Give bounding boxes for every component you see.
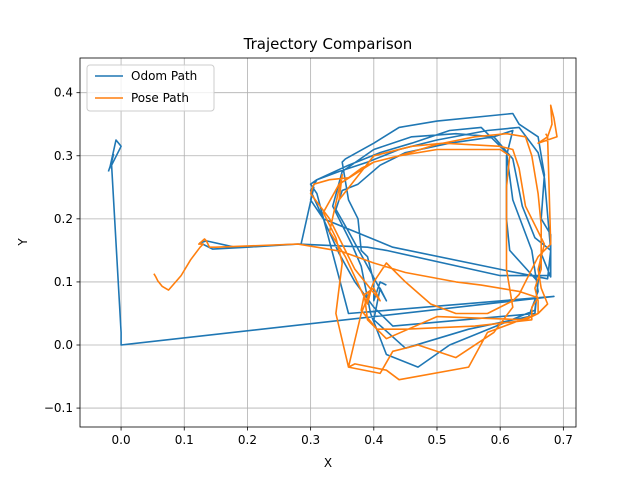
x-tick-label: 0.0 [112, 433, 131, 447]
pose-path-line [153, 104, 558, 381]
x-tick-label: 0.6 [491, 433, 510, 447]
x-axis-label: X [324, 456, 332, 470]
y-tick-label: 0.0 [54, 338, 73, 352]
y-axis-label: Y [16, 238, 30, 247]
x-tick-label: 0.2 [238, 433, 257, 447]
chart-title: Trajectory Comparison [243, 35, 413, 53]
x-tick-label: 0.1 [175, 433, 194, 447]
x-axis-ticks: 0.0 0.1 0.2 0.3 0.4 0.5 0.6 0.7 [112, 427, 573, 447]
y-tick-label: −0.1 [44, 401, 73, 415]
y-tick-label: 0.3 [54, 149, 73, 163]
plot-area [107, 104, 558, 381]
legend-label-pose: Pose Path [131, 91, 189, 105]
x-tick-label: 0.7 [554, 433, 573, 447]
x-tick-label: 0.4 [364, 433, 383, 447]
y-axis-ticks: −0.1 0.0 0.1 0.2 0.3 0.4 [44, 86, 80, 415]
legend: Odom Path Pose Path [86, 64, 215, 112]
y-tick-label: 0.2 [54, 212, 73, 226]
grid [80, 58, 576, 427]
y-tick-label: 0.1 [54, 275, 73, 289]
x-tick-label: 0.5 [427, 433, 446, 447]
series-layer [107, 104, 558, 381]
x-tick-label: 0.3 [301, 433, 320, 447]
axes-frame [79, 57, 577, 428]
y-tick-label: 0.4 [54, 86, 73, 100]
legend-label-odom: Odom Path [131, 69, 197, 83]
